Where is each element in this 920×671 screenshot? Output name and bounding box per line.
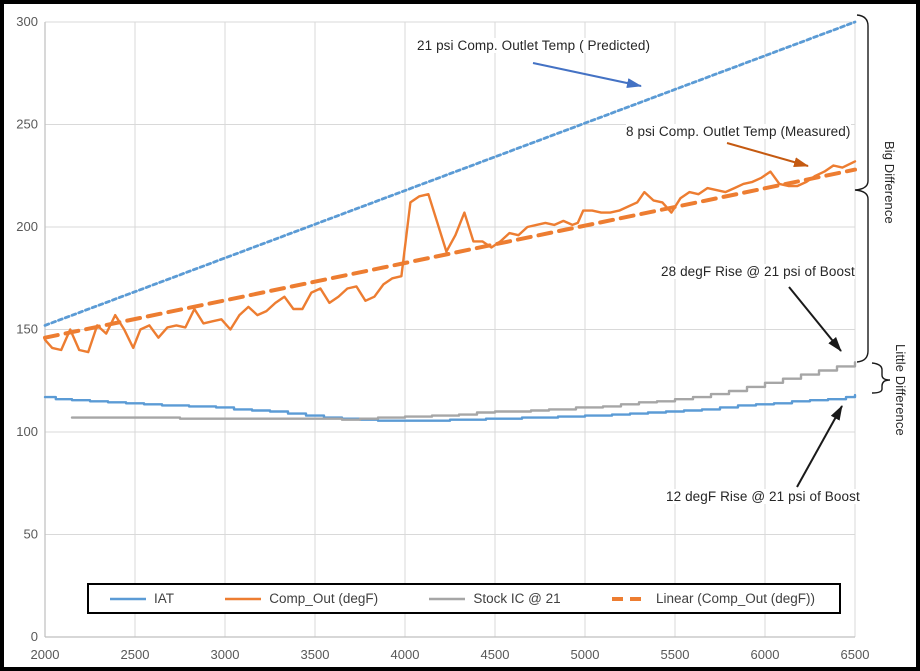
y-tick-label: 150 [16,322,38,337]
y-tick-labels: 0 50 100 150 200 250 300 [16,14,38,644]
x-tick-label: 5000 [571,647,600,662]
legend-item-linear-comp-out-degf[interactable]: Linear (Comp_Out (degF)) [611,591,815,606]
y-tick-label: 100 [16,424,38,439]
gridlines [44,21,856,637]
x-tick-label: 2500 [121,647,150,662]
annotation-little-difference-label: Little Difference [893,344,908,436]
legend-swatch-linear-comp-out-degf [611,596,648,601]
x-tick-label: 3500 [301,647,330,662]
legend-item-stock-ic-21[interactable]: Stock IC @ 21 [428,591,561,606]
x-tick-label: 4500 [481,647,510,662]
annotation-rise-28-label: 28 degF Rise @ 21 psi of Boost [661,264,855,279]
y-tick-label: 200 [16,219,38,234]
y-tick-label: 300 [16,14,38,29]
annotation-big-difference-label: Big Difference [882,141,897,224]
legend-swatch-comp-out-degf [225,597,262,600]
predicted-arrow [532,62,642,88]
legend-swatch-stock-ic-21 [429,597,466,600]
chart-legend: IAT Comp_Out (degF) Stock IC @ 21 Linear (C… [87,583,841,614]
x-tick-label: 2000 [31,647,60,662]
x-tick-label: 6500 [841,647,870,662]
little-difference-brace [871,362,891,394]
legend-label-comp-out-degf: Comp_Out (degF) [269,591,379,606]
series-stock-ic-21 [70,361,857,421]
x-tick-labels: 2000 2500 3000 3500 4000 4500 5000 5500 6000 6500 [31,647,870,662]
legend-item-comp-out-degf[interactable]: Comp_Out (degF) [224,591,378,606]
legend-swatch-iat [110,597,146,600]
annotation-rise-12-label: 12 degF Rise @ 21 psi of Boost [666,489,860,504]
legend-label-linear-comp-out-degf: Linear (Comp_Out (degF)) [655,591,815,606]
x-tick-label: 6000 [751,647,780,662]
series-21-psi-predicted [43,20,857,327]
annotation-measured-label: 8 psi Comp. Outlet Temp (Measured) [626,124,851,139]
series-comp-out-degf [43,160,857,354]
annotation-predicted-label: 21 psi Comp. Outlet Temp ( Predicted) [417,38,651,53]
big-difference-brace [854,14,869,363]
rise-28-arrow [788,286,842,352]
rise-12-arrow [796,405,843,488]
legend-item-iat[interactable]: IAT [109,591,174,606]
y-tick-label: 250 [16,117,38,132]
series-linear-comp-out-degf [43,167,857,340]
x-tick-label: 3000 [211,647,240,662]
x-tick-label: 4000 [391,647,420,662]
y-tick-label: 50 [24,527,38,542]
y-tick-label: 0 [31,629,38,644]
measured-arrow [726,142,809,167]
legend-label-stock-ic-21: Stock IC @ 21 [473,591,561,606]
series-iat [43,393,857,422]
legend-label-iat: IAT [154,591,174,606]
axes [44,22,855,638]
x-tick-label: 5500 [661,647,690,662]
